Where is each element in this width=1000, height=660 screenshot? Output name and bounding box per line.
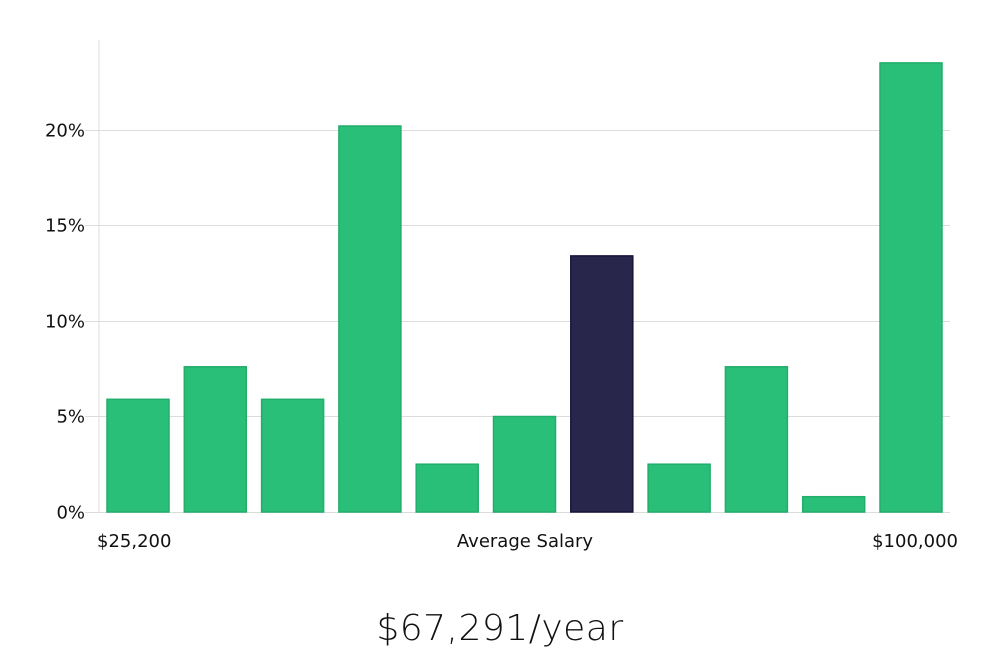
y-tick-label: 20%	[45, 121, 85, 142]
y-tick-label: 5%	[56, 407, 85, 428]
bar	[492, 415, 557, 513]
x-axis-labels: $25,200 Average Salary $100,000	[97, 531, 958, 552]
bar	[338, 125, 402, 513]
x-axis-max-label: $100,000	[872, 531, 958, 552]
average-salary-headline: $67,291/year	[376, 608, 624, 649]
bar	[647, 463, 711, 513]
bar	[879, 62, 943, 513]
salary-histogram: 0% 5% 10% 15% 20% $25,200 Average Salary $10…	[45, 40, 958, 552]
x-axis-min-label: $25,200	[97, 531, 171, 552]
bar	[260, 398, 325, 513]
bar	[106, 398, 170, 513]
y-tick-label: 0%	[56, 503, 85, 524]
bar-highlighted	[570, 255, 634, 513]
y-tick-label: 15%	[45, 216, 85, 237]
x-axis-title: Average Salary	[457, 531, 594, 552]
y-tick-labels: 0% 5% 10% 15% 20%	[45, 121, 85, 524]
bar	[183, 366, 248, 513]
bars	[106, 62, 943, 513]
bar	[415, 463, 479, 513]
bar	[801, 495, 866, 513]
bar	[724, 366, 789, 513]
y-tick-label: 10%	[45, 312, 85, 333]
